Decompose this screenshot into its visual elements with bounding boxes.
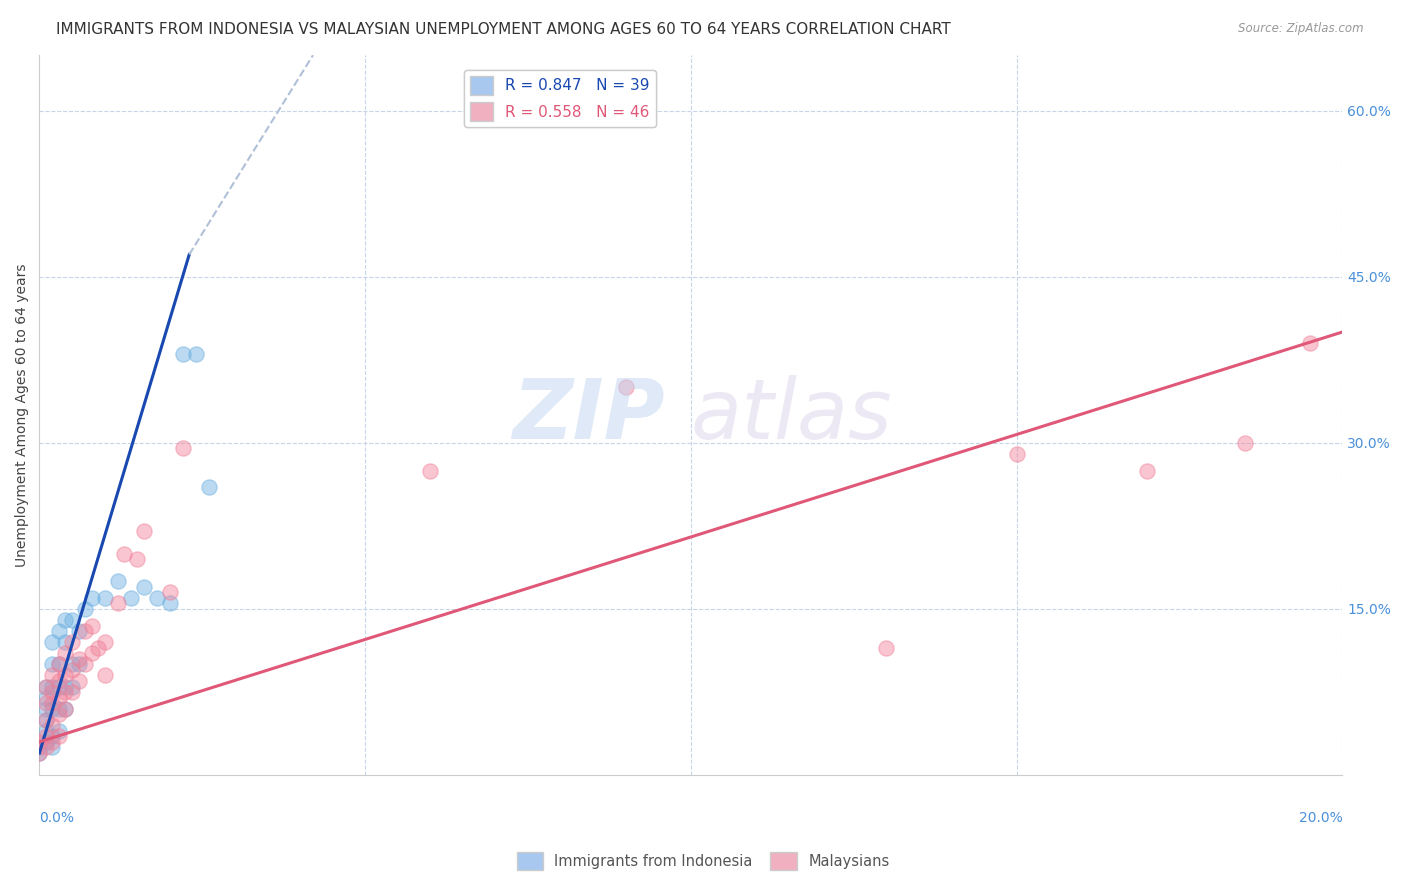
Point [67,652,90,666]
Point [93,668,115,682]
Point [55,680,77,694]
Point [112,547,135,561]
Point [1233,435,1256,450]
Point [107,597,129,611]
Point [67,624,90,639]
Point [419,463,441,477]
Point [172,442,194,456]
Point [614,380,637,394]
Y-axis label: Unemployment Among Ages 60 to 64 years: Unemployment Among Ages 60 to 64 years [15,263,30,567]
Point [197,480,219,494]
Point [55,685,77,699]
Point [80,646,103,660]
Point [48,690,70,705]
Text: atlas: atlas [690,375,893,456]
Point [55,701,77,715]
Point [41,668,63,682]
Point [120,591,142,605]
Point [184,347,207,361]
Point [48,701,70,715]
Point [60,663,83,677]
Point [41,735,63,749]
Point [48,657,70,672]
Point [67,657,90,672]
Point [107,574,129,589]
Point [35,713,58,727]
Point [48,624,70,639]
Point [1005,447,1028,461]
Point [60,657,83,672]
Point [41,696,63,710]
Point [41,740,63,755]
Point [48,680,70,694]
Point [35,680,58,694]
Point [41,635,63,649]
Point [35,723,58,738]
Point [875,640,897,655]
Point [48,673,70,688]
Point [55,668,77,682]
Point [41,685,63,699]
Text: 0.0%: 0.0% [39,811,75,825]
Point [60,680,83,694]
Point [41,680,63,694]
Point [48,707,70,722]
Point [127,552,149,566]
Point [67,673,90,688]
Point [172,347,194,361]
Point [35,696,58,710]
Point [132,580,155,594]
Point [73,624,96,639]
Point [73,602,96,616]
Point [1136,463,1159,477]
Point [159,597,181,611]
Point [41,718,63,732]
Point [93,635,115,649]
Point [1299,336,1322,351]
Point [60,613,83,627]
Point [41,730,63,744]
Point [35,730,58,744]
Point [55,701,77,715]
Legend: Immigrants from Indonesia, Malaysians: Immigrants from Indonesia, Malaysians [510,847,896,876]
Point [28,746,51,760]
Text: 20.0%: 20.0% [1299,811,1343,825]
Legend: R = 0.847   N = 39, R = 0.558   N = 46: R = 0.847 N = 39, R = 0.558 N = 46 [464,70,655,128]
Point [60,635,83,649]
Point [55,646,77,660]
Point [87,640,110,655]
Point [35,680,58,694]
Point [55,635,77,649]
Point [28,740,51,755]
Point [35,701,58,715]
Point [73,657,96,672]
Point [60,685,83,699]
Point [35,735,58,749]
Point [28,746,51,760]
Point [28,735,51,749]
Point [93,591,115,605]
Point [35,740,58,755]
Point [35,690,58,705]
Point [80,591,103,605]
Text: Source: ZipAtlas.com: Source: ZipAtlas.com [1239,22,1364,36]
Point [48,723,70,738]
Point [55,613,77,627]
Point [35,713,58,727]
Point [48,730,70,744]
Point [41,657,63,672]
Point [41,701,63,715]
Point [80,618,103,632]
Point [132,524,155,539]
Text: IMMIGRANTS FROM INDONESIA VS MALAYSIAN UNEMPLOYMENT AMONG AGES 60 TO 64 YEARS CO: IMMIGRANTS FROM INDONESIA VS MALAYSIAN U… [56,22,950,37]
Point [48,657,70,672]
Point [145,591,167,605]
Point [159,585,181,599]
Text: ZIP: ZIP [512,375,665,456]
